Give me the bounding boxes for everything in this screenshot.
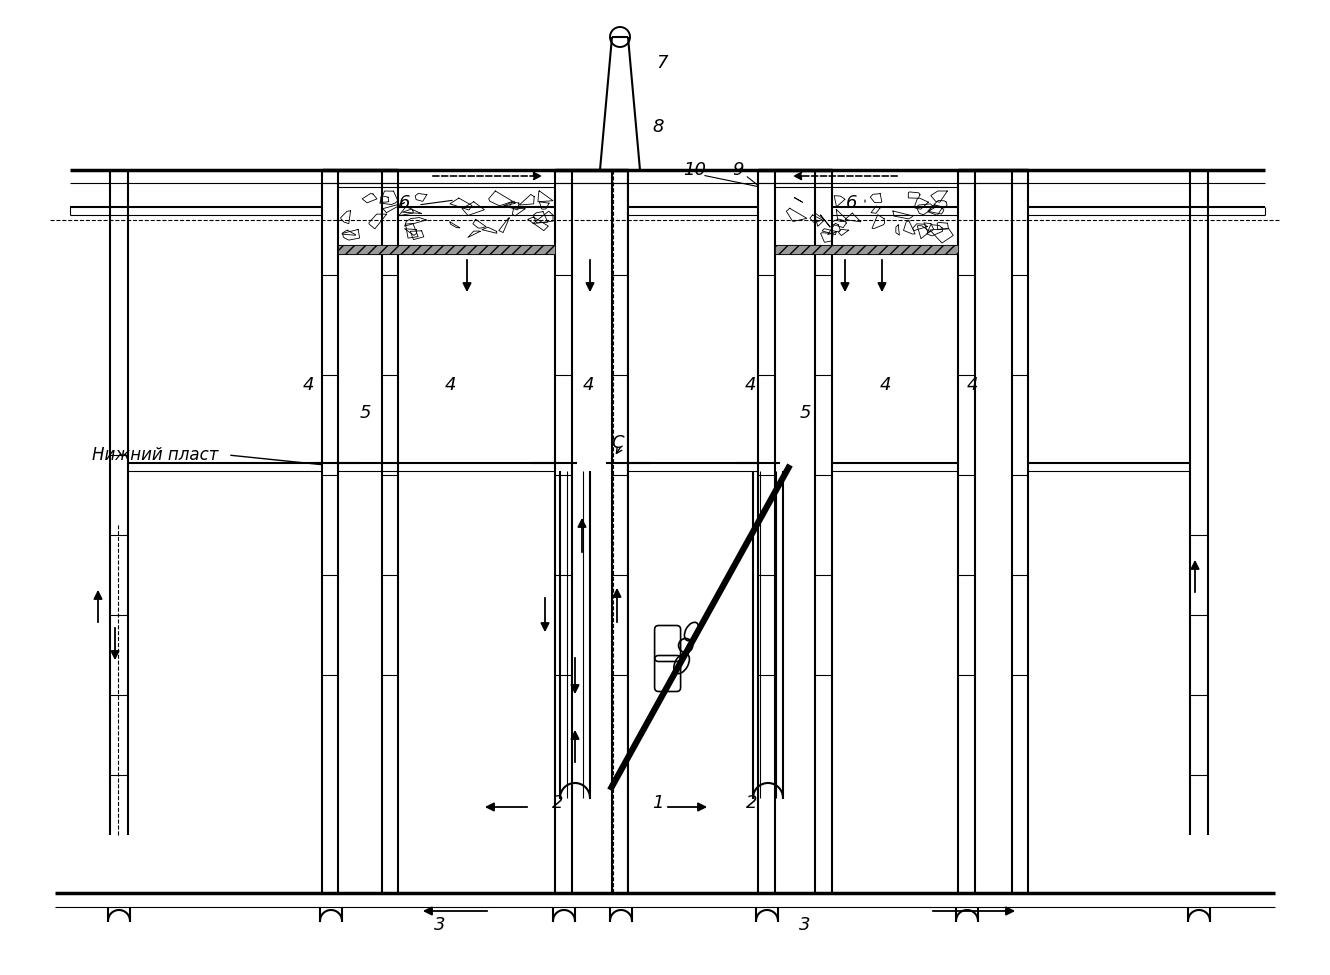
Text: 3: 3: [435, 916, 446, 934]
Text: 4: 4: [879, 376, 891, 394]
Text: 3: 3: [799, 916, 811, 934]
Bar: [338, 245, 555, 254]
Text: 4: 4: [302, 376, 314, 394]
Text: 10: 10: [684, 161, 706, 179]
Text: 5: 5: [359, 404, 371, 422]
Text: 6: 6: [846, 194, 858, 212]
Text: 4: 4: [444, 376, 456, 394]
Text: 8: 8: [652, 118, 664, 136]
Text: 1: 1: [652, 794, 664, 812]
Text: 6: 6: [399, 194, 411, 212]
Text: 4: 4: [583, 376, 593, 394]
Bar: [775, 245, 958, 254]
Text: 9: 9: [733, 161, 743, 179]
Text: 7: 7: [656, 54, 668, 72]
Text: C: C: [612, 434, 624, 452]
Text: 4: 4: [745, 376, 755, 394]
Text: 5: 5: [799, 404, 811, 422]
Text: 2: 2: [552, 794, 564, 812]
Text: 4: 4: [967, 376, 978, 394]
Text: Нижний пласт: Нижний пласт: [92, 446, 218, 464]
Text: 2: 2: [746, 794, 758, 812]
